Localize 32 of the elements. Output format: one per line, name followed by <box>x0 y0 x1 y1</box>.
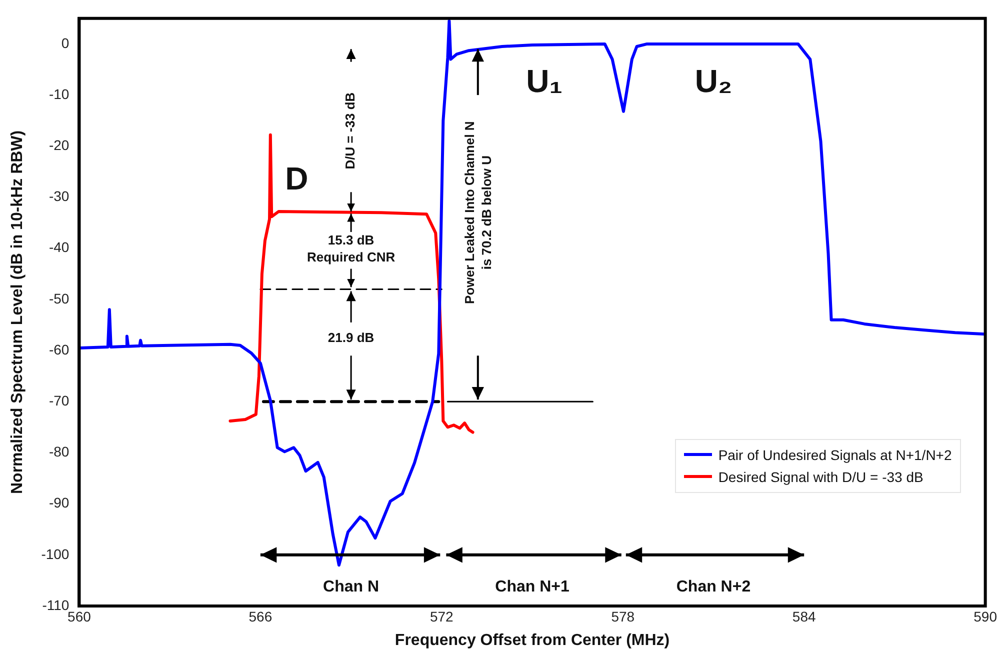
annotation: 15.3 dB Required CNR <box>306 232 396 264</box>
y-tick-label: -110 <box>42 596 70 613</box>
y-tick-label: -60 <box>48 341 70 358</box>
x-tick-label: 584 <box>792 608 816 624</box>
annotation: U₁ <box>526 63 563 100</box>
x-axis-title: Frequency Offset from Center (MHz) <box>394 632 670 649</box>
y-tick-label: -40 <box>48 239 70 256</box>
annotation: U₂ <box>694 63 732 100</box>
y-axis-title: Normalized Spectrum Level (dB in 10-kHz RBW) <box>9 130 26 494</box>
y-tick-label: -50 <box>48 290 70 306</box>
annotation: D/U = -33 dB <box>342 92 358 170</box>
annotation: Power Leaked Into Channel N is 70.2 dB below U <box>462 121 494 304</box>
y-tick-label: 0 <box>61 34 70 51</box>
y-tick-label: -70 <box>48 392 70 408</box>
legend-label: Desired Signal with D/U = -33 dB <box>718 468 924 485</box>
annotation: D <box>285 160 308 197</box>
legend-label: Pair of Undesired Signals at N+1/N+2 <box>718 446 952 463</box>
y-tick-label: -20 <box>48 137 70 153</box>
annotation: Chan N+2 <box>676 578 751 596</box>
x-tick-label: 590 <box>974 608 998 624</box>
y-tick-label: -90 <box>48 494 70 511</box>
x-tick-label: 578 <box>611 608 635 624</box>
x-tick-label: 566 <box>248 608 272 624</box>
annotation: Chan N+1 <box>495 578 570 596</box>
y-tick-label: -80 <box>48 444 70 460</box>
annotation: Chan N <box>323 578 380 596</box>
y-tick-label: -30 <box>48 188 70 204</box>
annotation: 21.9 dB <box>328 330 374 345</box>
x-tick-label: 572 <box>430 608 454 624</box>
y-tick-label: -100 <box>41 546 70 562</box>
y-tick-label: -10 <box>48 86 70 102</box>
x-tick-label: 560 <box>68 608 92 624</box>
